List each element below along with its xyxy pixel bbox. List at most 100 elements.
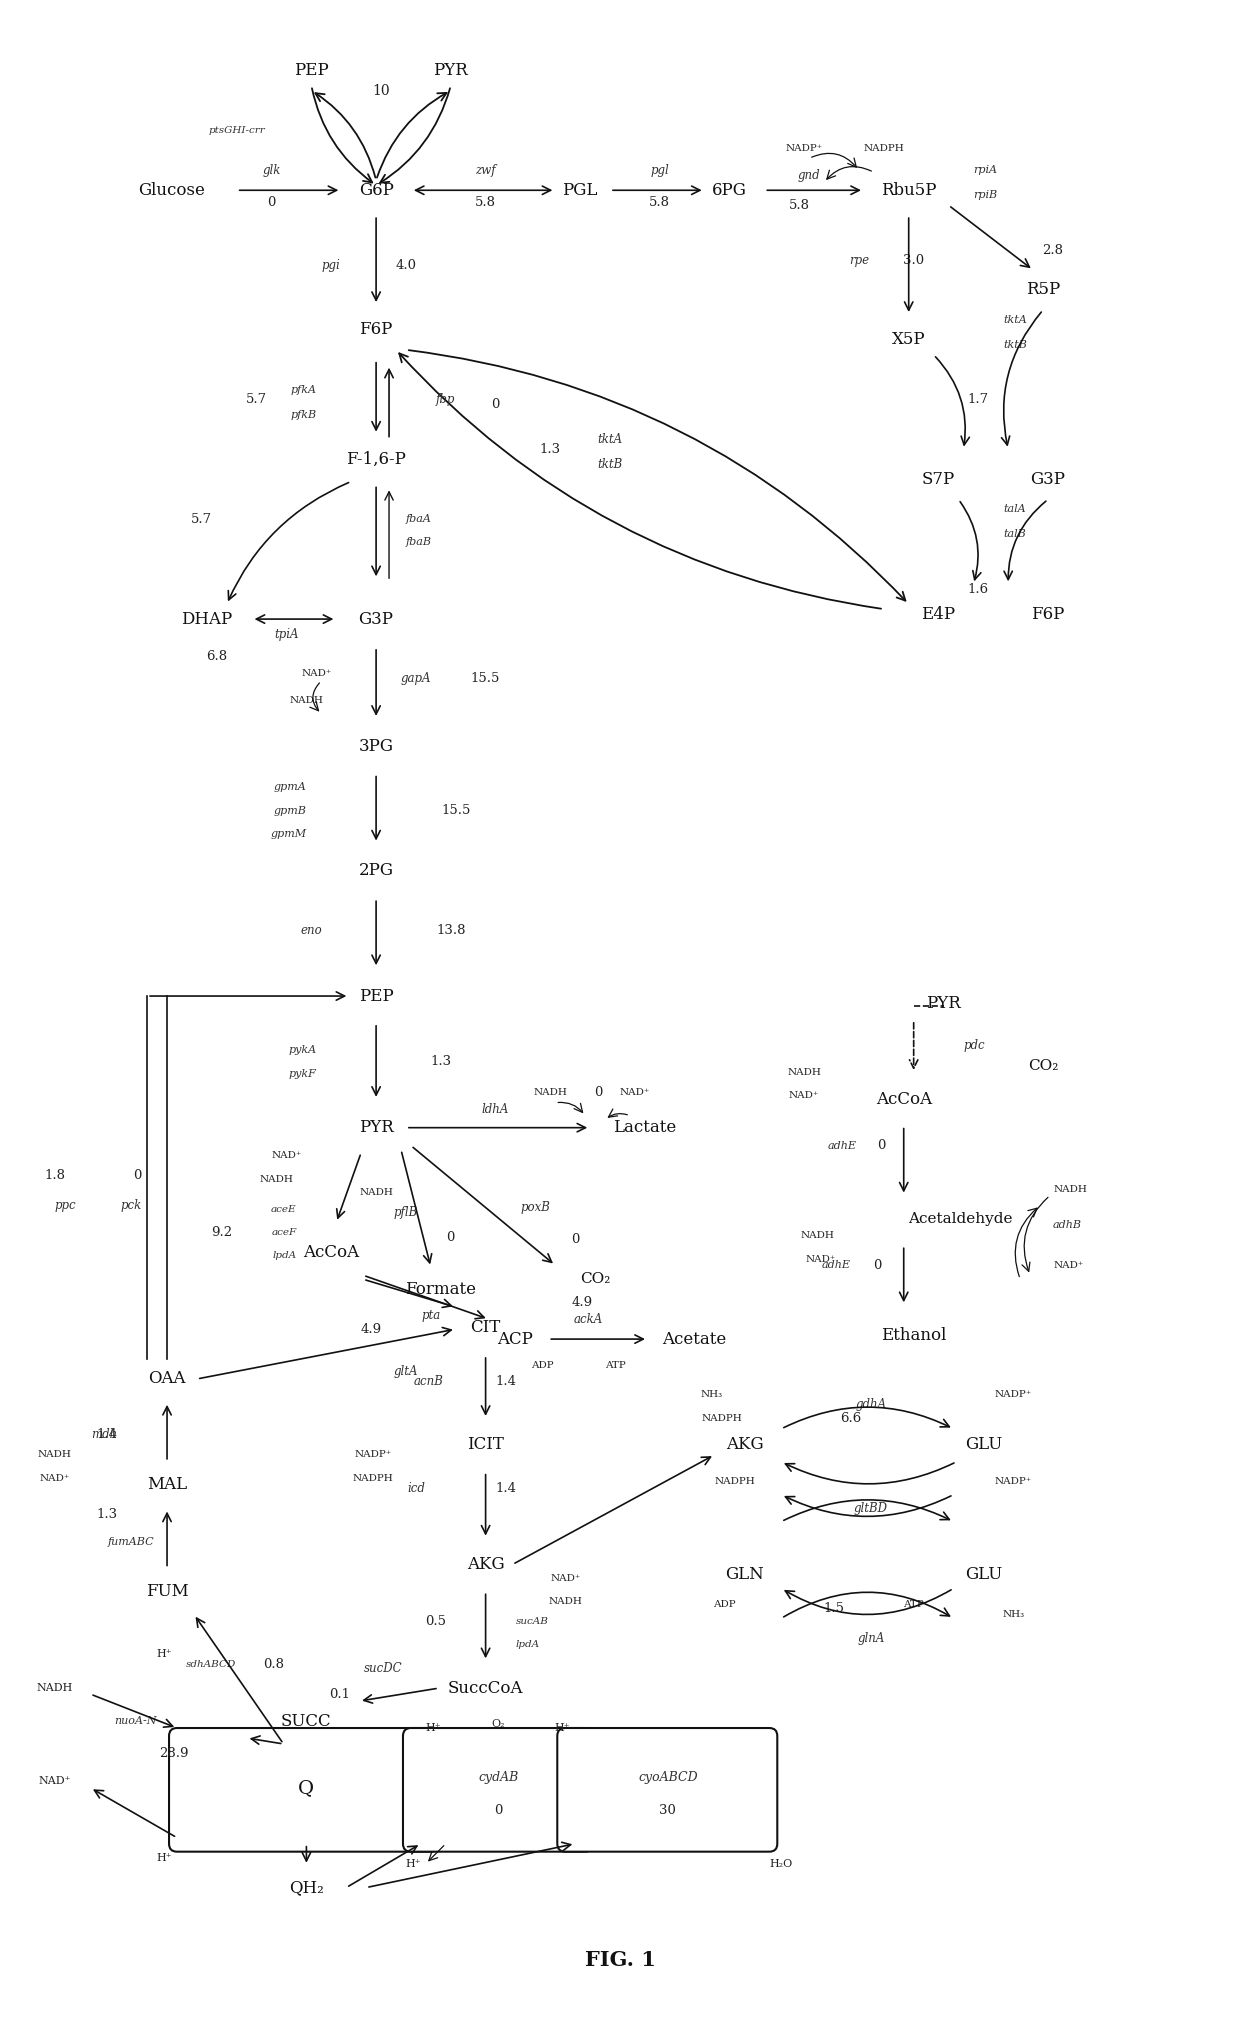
Text: 0.1: 0.1 bbox=[329, 1687, 350, 1701]
Text: F-1,6-P: F-1,6-P bbox=[346, 450, 405, 468]
Text: sucAB: sucAB bbox=[516, 1616, 548, 1627]
Text: NAD⁺: NAD⁺ bbox=[301, 670, 331, 678]
Text: NAD⁺: NAD⁺ bbox=[38, 1776, 71, 1786]
Text: NADP⁺: NADP⁺ bbox=[994, 1390, 1032, 1398]
Text: G3P: G3P bbox=[1030, 470, 1065, 488]
Text: 6.6: 6.6 bbox=[841, 1413, 862, 1425]
Text: 10: 10 bbox=[372, 83, 389, 97]
Text: NADH: NADH bbox=[259, 1174, 294, 1185]
Text: Lactate: Lactate bbox=[614, 1120, 677, 1136]
Text: glnA: glnA bbox=[857, 1633, 884, 1645]
Text: NADPH: NADPH bbox=[701, 1415, 742, 1423]
Text: gltA: gltA bbox=[394, 1366, 418, 1378]
Text: talA: talA bbox=[1003, 504, 1025, 515]
Text: gpmA: gpmA bbox=[274, 781, 306, 791]
Text: rpe: rpe bbox=[849, 254, 869, 266]
Text: tktB: tktB bbox=[598, 458, 622, 470]
Text: 1.3: 1.3 bbox=[539, 444, 560, 456]
Text: F6P: F6P bbox=[1032, 605, 1065, 624]
Text: pck: pck bbox=[120, 1199, 141, 1213]
Text: pflB: pflB bbox=[394, 1207, 418, 1219]
Text: H⁺: H⁺ bbox=[425, 1723, 440, 1733]
Text: AKG: AKG bbox=[466, 1556, 505, 1572]
Text: acnB: acnB bbox=[414, 1376, 444, 1388]
Text: icd: icd bbox=[407, 1481, 425, 1495]
Text: NH₃: NH₃ bbox=[701, 1390, 723, 1398]
Text: tktA: tktA bbox=[598, 434, 622, 446]
Text: Acetate: Acetate bbox=[662, 1330, 727, 1348]
Text: ldhA: ldhA bbox=[482, 1104, 510, 1116]
Text: H⁺: H⁺ bbox=[156, 1853, 172, 1863]
Text: NAD⁺: NAD⁺ bbox=[789, 1092, 820, 1100]
FancyBboxPatch shape bbox=[169, 1727, 439, 1853]
Text: 9.2: 9.2 bbox=[211, 1225, 232, 1239]
Text: G3P: G3P bbox=[358, 611, 393, 628]
Text: gpmB: gpmB bbox=[274, 805, 306, 815]
Text: AKG: AKG bbox=[725, 1437, 764, 1453]
Text: 1.7: 1.7 bbox=[968, 394, 990, 406]
Text: R5P: R5P bbox=[1025, 281, 1060, 299]
Text: Rbu5P: Rbu5P bbox=[880, 182, 936, 198]
Text: 2PG: 2PG bbox=[358, 862, 393, 880]
Text: pdc: pdc bbox=[963, 1039, 985, 1053]
Text: PEP: PEP bbox=[294, 63, 329, 79]
Text: talB: talB bbox=[1003, 529, 1025, 539]
Text: GLN: GLN bbox=[725, 1566, 764, 1582]
Text: 1.6: 1.6 bbox=[968, 583, 990, 595]
Text: FIG. 1: FIG. 1 bbox=[584, 1949, 656, 1970]
Text: NAD⁺: NAD⁺ bbox=[40, 1475, 69, 1483]
Text: zwf: zwf bbox=[475, 163, 496, 178]
Text: 3.0: 3.0 bbox=[903, 254, 924, 266]
Text: SuccCoA: SuccCoA bbox=[448, 1679, 523, 1697]
Text: H⁺: H⁺ bbox=[156, 1649, 172, 1659]
FancyBboxPatch shape bbox=[557, 1727, 777, 1853]
Text: ppc: ppc bbox=[55, 1199, 76, 1213]
Text: ACP: ACP bbox=[497, 1330, 533, 1348]
Text: 2.8: 2.8 bbox=[1043, 244, 1064, 256]
Text: lpdA: lpdA bbox=[273, 1251, 296, 1259]
Text: Acetaldehyde: Acetaldehyde bbox=[908, 1213, 1013, 1227]
Text: tktB: tktB bbox=[1003, 339, 1027, 349]
Text: Ethanol: Ethanol bbox=[880, 1326, 946, 1344]
Text: NADH: NADH bbox=[36, 1683, 73, 1693]
Text: cydAB: cydAB bbox=[479, 1772, 518, 1784]
Text: FUM: FUM bbox=[145, 1582, 188, 1600]
Text: ptsGHI-crr: ptsGHI-crr bbox=[208, 125, 265, 135]
Text: pfkB: pfkB bbox=[290, 410, 316, 420]
Text: Formate: Formate bbox=[405, 1281, 476, 1298]
Text: NADH: NADH bbox=[533, 1088, 567, 1098]
Text: 4.0: 4.0 bbox=[396, 258, 417, 272]
Text: NADP⁺: NADP⁺ bbox=[786, 143, 823, 153]
Text: 28.9: 28.9 bbox=[159, 1748, 188, 1760]
Text: gpmM: gpmM bbox=[270, 829, 306, 839]
Text: PYR: PYR bbox=[358, 1120, 393, 1136]
Text: NADPH: NADPH bbox=[714, 1477, 755, 1485]
Text: GLU: GLU bbox=[965, 1566, 1002, 1582]
Text: DHAP: DHAP bbox=[181, 611, 232, 628]
Text: 30: 30 bbox=[660, 1804, 676, 1818]
Text: 1.3: 1.3 bbox=[97, 1507, 118, 1522]
Text: gdhA: gdhA bbox=[856, 1398, 887, 1411]
Text: mdh: mdh bbox=[92, 1429, 118, 1441]
Text: 0: 0 bbox=[594, 1086, 603, 1100]
Text: NADH: NADH bbox=[800, 1231, 835, 1239]
Text: 15.5: 15.5 bbox=[471, 672, 500, 686]
Text: 1.3: 1.3 bbox=[430, 1055, 451, 1068]
Text: 5.8: 5.8 bbox=[789, 198, 810, 212]
Text: fumABC: fumABC bbox=[108, 1536, 154, 1546]
Text: pykF: pykF bbox=[289, 1070, 316, 1080]
Text: NADH: NADH bbox=[360, 1189, 393, 1197]
Text: 5.8: 5.8 bbox=[650, 196, 671, 208]
Text: GLU: GLU bbox=[965, 1437, 1002, 1453]
Text: lpdA: lpdA bbox=[516, 1641, 539, 1649]
Text: AcCoA: AcCoA bbox=[304, 1243, 360, 1261]
Text: ATP: ATP bbox=[605, 1360, 625, 1370]
Text: NAD⁺: NAD⁺ bbox=[551, 1574, 580, 1582]
Text: 15.5: 15.5 bbox=[441, 803, 470, 817]
Text: poxB: poxB bbox=[521, 1201, 551, 1215]
Text: 1.5: 1.5 bbox=[823, 1602, 844, 1614]
Text: adhB: adhB bbox=[1053, 1221, 1083, 1231]
Text: aceE: aceE bbox=[270, 1205, 296, 1215]
Text: AcCoA: AcCoA bbox=[875, 1092, 931, 1108]
Text: pgi: pgi bbox=[322, 258, 341, 272]
